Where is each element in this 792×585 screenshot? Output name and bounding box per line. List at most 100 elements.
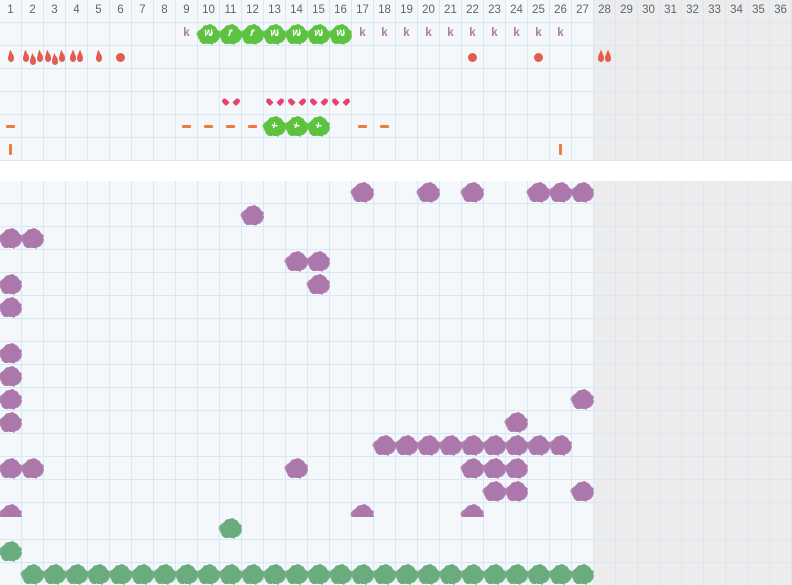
grid-cell-r0-c8[interactable] (154, 517, 176, 540)
grid-cell-r5-c23[interactable] (484, 115, 506, 138)
grid-cell-r8-c35[interactable] (748, 365, 770, 388)
grid-cell-r5-c25[interactable] (528, 115, 550, 138)
grid-cell-r3-c18[interactable] (374, 69, 396, 92)
grid-cell-r0-c21[interactable] (440, 181, 462, 204)
grid-cell-r10-c10[interactable] (198, 411, 220, 434)
grid-cell-r0-c28[interactable] (594, 517, 616, 540)
grid-cell-r5-c5[interactable] (88, 296, 110, 319)
grid-cell-r2-c16[interactable] (330, 46, 352, 69)
flow-dot-icon-c6[interactable] (116, 52, 125, 62)
grid-cell-r2-c33[interactable] (704, 563, 726, 585)
grid-cell-r6-c25[interactable] (528, 138, 550, 161)
grid-cell-r2-c34[interactable] (726, 227, 748, 250)
symptom-cell-r11-c20[interactable] (416, 434, 440, 457)
grid-cell-r2-c19[interactable] (396, 46, 418, 69)
grid-cell-r8-c31[interactable] (660, 365, 682, 388)
column-header-cell-27[interactable]: 27 (572, 0, 594, 23)
symptom-mark-r12-c22[interactable] (460, 458, 484, 478)
grid-cell-r3-c2[interactable] (22, 250, 44, 273)
pill-mark-r2-c8[interactable] (152, 564, 176, 584)
flow-cell-c22[interactable] (462, 46, 484, 69)
grid-cell-r1-c2[interactable] (22, 204, 44, 227)
grid-cell-r2-c23[interactable] (484, 46, 506, 69)
grid-cell-r7-c23[interactable] (484, 342, 506, 365)
grid-cell-r13-c9[interactable] (176, 480, 198, 503)
grid-cell-r1-c10[interactable] (198, 204, 220, 227)
flow-cell-c3[interactable] (44, 46, 66, 69)
grid-cell-r0-c10[interactable] (198, 517, 220, 540)
grid-cell-r4-c35[interactable] (748, 92, 770, 115)
grid-cell-r0-c20[interactable] (418, 517, 440, 540)
grid-cell-r5-c18[interactable] (374, 296, 396, 319)
grid-cell-r10-c34[interactable] (726, 411, 748, 434)
grid-cell-r3-c12[interactable] (242, 250, 264, 273)
column-header-cell-15[interactable]: 15 (308, 0, 330, 23)
grid-cell-r9-c22[interactable] (462, 388, 484, 411)
pill-mark-r1-c1[interactable] (0, 541, 22, 561)
grid-cell-r2-c27[interactable] (572, 227, 594, 250)
column-header-cell-12[interactable]: 12 (242, 0, 264, 23)
grid-cell-r3-c24[interactable] (506, 250, 528, 273)
grid-cell-r7-c28[interactable] (594, 342, 616, 365)
grid-cell-r3-c14[interactable] (286, 69, 308, 92)
grid-cell-r5-c28[interactable] (594, 115, 616, 138)
grid-cell-r3-c20[interactable] (418, 69, 440, 92)
grid-cell-r12-c3[interactable] (44, 457, 66, 480)
grid-cell-r0-c28[interactable] (594, 181, 616, 204)
pill-mark-r2-c5[interactable] (86, 564, 110, 584)
symptom-mark-r13-c23[interactable] (482, 481, 506, 501)
column-header-cell-22[interactable]: 22 (462, 0, 484, 23)
grid-cell-r9-c36[interactable] (770, 388, 792, 411)
grid-cell-r2-c11[interactable] (220, 227, 242, 250)
grid-cell-r8-c24[interactable] (506, 365, 528, 388)
grid-cell-r0-c36[interactable] (770, 517, 792, 540)
cervical-mucus-cell-c12[interactable]: r (240, 23, 264, 46)
flow-drops-c3[interactable] (44, 49, 65, 65)
grid-cell-r6-c28[interactable] (594, 319, 616, 342)
grid-cell-r2-c31[interactable] (660, 227, 682, 250)
grid-cell-r6-c23[interactable] (484, 138, 506, 161)
grid-cell-r5-c6[interactable] (110, 115, 132, 138)
grid-cell-r1-c3[interactable] (44, 540, 66, 563)
grid-cell-r6-c14[interactable] (286, 138, 308, 161)
grid-cell-r13-c33[interactable] (704, 480, 726, 503)
dash-icon-c1[interactable] (6, 124, 15, 128)
grid-cell-r7-c19[interactable] (396, 342, 418, 365)
grid-cell-r9-c6[interactable] (110, 388, 132, 411)
grid-cell-r2-c32[interactable] (682, 227, 704, 250)
grid-cell-r3-c7[interactable] (132, 250, 154, 273)
grid-cell-r2-c29[interactable] (616, 227, 638, 250)
symptom-cell-r12-c24[interactable] (504, 457, 528, 480)
grid-cell-r4-c2[interactable] (22, 273, 44, 296)
heart-icon-c14[interactable] (292, 99, 301, 107)
pill-cell-r2-c5[interactable] (86, 563, 110, 585)
grid-cell-r1-c11[interactable] (220, 204, 242, 227)
grid-cell-r2-c9[interactable] (176, 46, 198, 69)
flow-drops-c4[interactable] (70, 52, 83, 62)
intercourse-dash-cell-c9[interactable] (176, 115, 198, 138)
grid-cell-r5-c20[interactable] (418, 115, 440, 138)
grid-cell-r2-c8[interactable] (154, 227, 176, 250)
grid-cell-r2-c31[interactable] (660, 563, 682, 585)
grid-cell-r9-c11[interactable] (220, 388, 242, 411)
grid-cell-r10-c5[interactable] (88, 411, 110, 434)
grid-cell-r1-c27[interactable] (572, 540, 594, 563)
grid-cell-r9-c2[interactable] (22, 388, 44, 411)
grid-cell-r0-c4[interactable] (66, 517, 88, 540)
symptom-mark-r10-c1[interactable] (0, 412, 22, 432)
column-header-cell-35[interactable]: 35 (748, 0, 770, 23)
grid-cell-r9-c20[interactable] (418, 388, 440, 411)
grid-cell-r0-c33[interactable] (704, 181, 726, 204)
grid-cell-r5-c14[interactable] (286, 296, 308, 319)
note-cell-c1[interactable] (0, 138, 22, 161)
grid-cell-r7-c31[interactable] (660, 342, 682, 365)
pill-cell-r2-c26[interactable] (548, 563, 572, 585)
grid-cell-r8-c27[interactable] (572, 365, 594, 388)
column-header-cell-23[interactable]: 23 (484, 0, 506, 23)
grid-cell-r5-c29[interactable] (616, 296, 638, 319)
grid-cell-r1-c26[interactable] (550, 540, 572, 563)
column-header-cell-24[interactable]: 24 (506, 0, 528, 23)
pill-mark-r2-c25[interactable] (526, 564, 550, 584)
grid-cell-r5-c12[interactable] (242, 296, 264, 319)
grid-cell-r3-c20[interactable] (418, 250, 440, 273)
